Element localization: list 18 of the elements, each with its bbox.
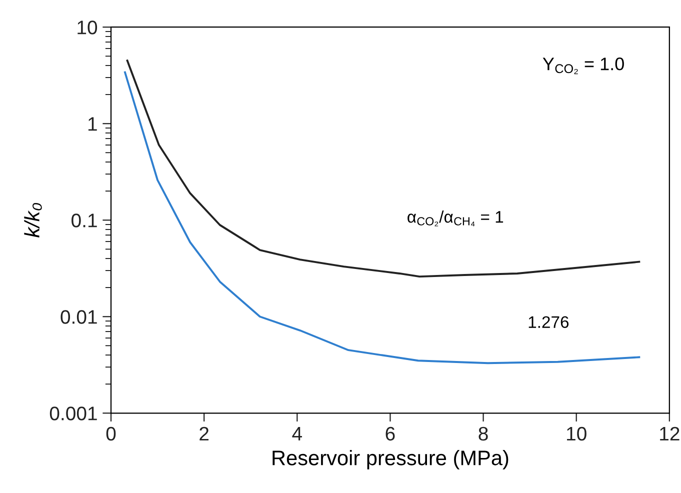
line-series [126, 60, 640, 278]
annotation: Y$_{CO₂}$ = 1.0 [542, 58, 624, 74]
y-tick-label: 0.001 [50, 406, 97, 420]
x-axis-title: Reservoir pressure (MPa) [272, 450, 508, 470]
y-axis-title: k/k₀ [24, 202, 42, 238]
x-tick-label: 4 [292, 427, 302, 440]
x-tick-label: 12 [660, 426, 680, 440]
y-tick-label: 0.01 [60, 310, 97, 324]
x-tick-label: 8 [478, 426, 488, 441]
x-tick-label: 6 [386, 426, 395, 441]
y-tick-label: 1 [88, 117, 97, 131]
y-tick-label: 0.1 [72, 214, 97, 228]
x-tick-label: 0 [106, 426, 116, 441]
annotation: 1.276 [528, 316, 569, 328]
y-tick-label: 10 [78, 20, 98, 34]
x-tick-label: 2 [200, 426, 209, 440]
x-tick-label: 10 [567, 426, 586, 441]
annotation: α$_{CO₂}$/α$_{CH₄}$ = 1 [408, 210, 504, 226]
